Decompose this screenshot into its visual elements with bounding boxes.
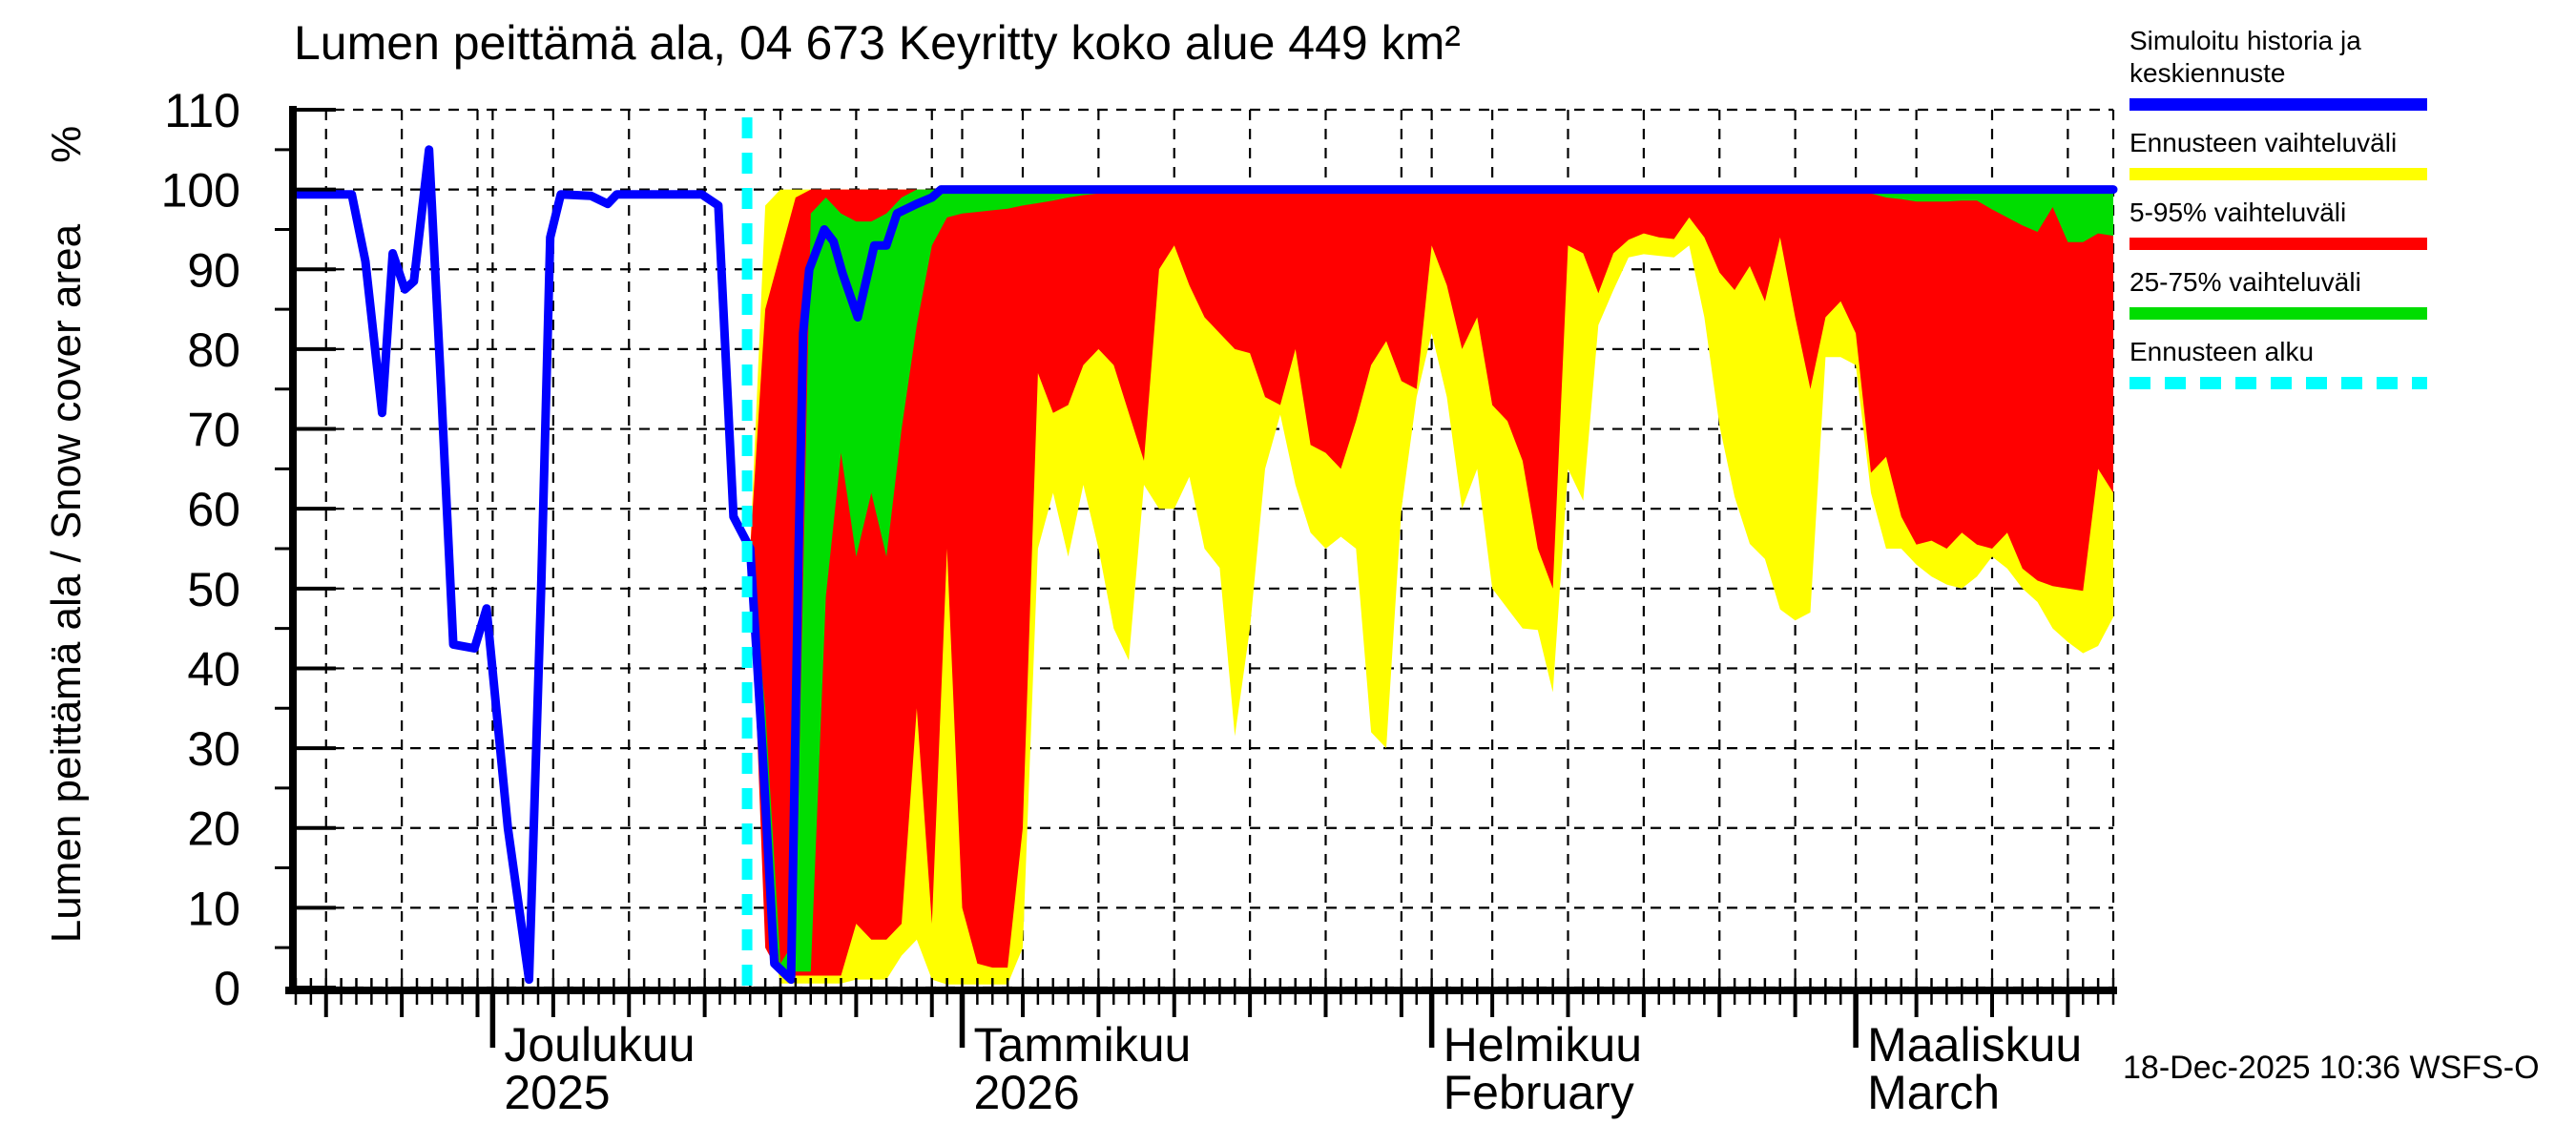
legend-swatch-forecast-start-line xyxy=(2129,377,2427,389)
legend-label: 25-75% vaihteluväli xyxy=(2129,267,2361,297)
month-sublabel: March xyxy=(1867,1066,2000,1119)
month-sublabel: 2026 xyxy=(974,1066,1080,1119)
timestamp-caption: 18-Dec-2025 10:36 WSFS-O xyxy=(2123,1050,2540,1086)
legend-entry-forecast-start: Ennusteen alku xyxy=(2129,336,2444,389)
chart-title: Lumen peittämä ala, 04 673 Keyritty koko… xyxy=(294,16,1461,70)
y-tick-label: 100 xyxy=(161,164,240,218)
y-tick-label: 70 xyxy=(187,404,240,457)
y-axis-unit: % xyxy=(43,125,90,163)
legend-swatch-5-95-band xyxy=(2129,238,2427,250)
y-tick-label: 40 xyxy=(187,642,240,696)
legend-entry-5-95: 5-95% vaihteluväli xyxy=(2129,197,2444,250)
legend-entry-25-75: 25-75% vaihteluväli xyxy=(2129,266,2444,320)
y-tick-label: 30 xyxy=(187,722,240,776)
band-25-75 xyxy=(750,189,2113,976)
legend-entry-range: Ennusteen vaihteluväli xyxy=(2129,127,2444,180)
month-label: Tammikuu xyxy=(974,1018,1192,1072)
legend-label: Ennusteen vaihteluväli xyxy=(2129,128,2398,157)
y-tick-label: 80 xyxy=(187,323,240,377)
month-label: Helmikuu xyxy=(1444,1018,1642,1072)
legend-swatch-range-band xyxy=(2129,168,2427,180)
band-full-range xyxy=(750,189,2113,985)
axes xyxy=(275,106,2117,1048)
y-tick-labels: 0 10 20 30 40 50 60 70 80 90 100 110 xyxy=(161,84,240,1015)
y-tick-label: 20 xyxy=(187,802,240,856)
legend-swatch-history-line xyxy=(2129,98,2427,111)
y-tick-label: 90 xyxy=(187,243,240,297)
y-tick-label: 60 xyxy=(187,483,240,536)
y-axis-label: Lumen peittämä ala / Snow cover area% xyxy=(43,29,100,1040)
y-axis-label-text: Lumen peittämä ala / Snow cover area xyxy=(43,223,90,944)
month-label: Maaliskuu xyxy=(1867,1018,2082,1072)
month-sublabel: February xyxy=(1444,1066,1634,1119)
legend: Simuloitu historia ja keskiennuste Ennus… xyxy=(2129,25,2444,406)
y-tick-label: 0 xyxy=(214,962,240,1015)
month-label: Joulukuu xyxy=(504,1018,695,1072)
legend-swatch-25-75-band xyxy=(2129,307,2427,320)
legend-label: 5-95% vaihteluväli xyxy=(2129,198,2347,227)
y-tick-label: 50 xyxy=(187,563,240,616)
month-sublabel: 2025 xyxy=(504,1066,610,1119)
legend-label: Simuloitu historia ja keskiennuste xyxy=(2129,26,2361,88)
legend-label: Ennusteen alku xyxy=(2129,337,2315,366)
y-tick-label: 10 xyxy=(187,882,240,935)
history-median-line xyxy=(291,145,2118,985)
legend-entry-history: Simuloitu historia ja keskiennuste xyxy=(2129,25,2444,111)
y-tick-label: 110 xyxy=(164,84,240,137)
